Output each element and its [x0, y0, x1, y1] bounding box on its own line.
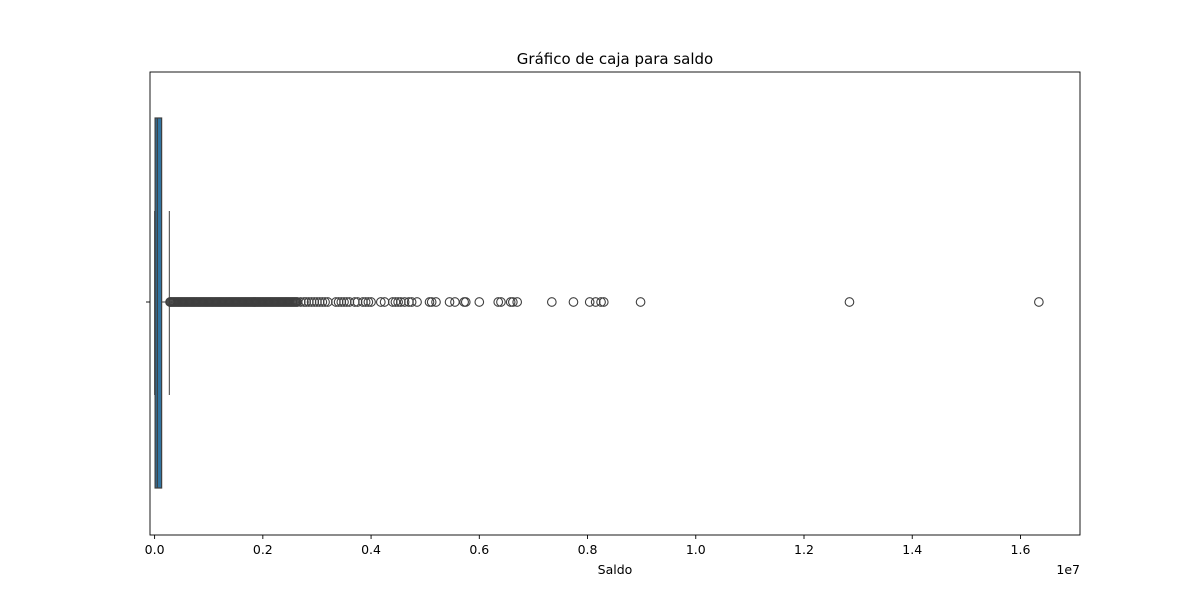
outlier-point: [584, 297, 595, 307]
outlier-point: [390, 297, 401, 307]
x-axis-offset-label: 1e7: [1056, 562, 1080, 577]
outlier-point: [596, 297, 606, 307]
outlier-point: [512, 297, 523, 307]
x-axis-label: Saldo: [598, 562, 633, 577]
outlier-point: [393, 297, 403, 307]
outlier-point: [444, 297, 455, 307]
outlier-point: [568, 297, 579, 307]
x-tick-label: 0.8: [578, 542, 598, 557]
outlier-point: [363, 297, 374, 307]
x-tick-label: 0.2: [253, 542, 273, 557]
outlier-point: [320, 297, 330, 307]
chart-title: Gráfico de caja para saldo: [517, 50, 713, 68]
outlier-point: [317, 297, 328, 307]
outlier-point: [412, 297, 422, 307]
plot-area: [149, 71, 1081, 536]
outlier-point: [406, 297, 417, 307]
outlier-point: [375, 297, 386, 307]
outlier-point: [426, 297, 437, 307]
outlier-point: [360, 297, 371, 307]
outlier-point: [1034, 297, 1044, 307]
outlier-point: [598, 297, 609, 307]
x-tick-label: 0.0: [145, 542, 165, 557]
outlier-point: [460, 297, 471, 307]
outlier-point: [339, 297, 349, 307]
outlier-point: [431, 297, 441, 307]
plot-frame: [149, 71, 1081, 536]
outlier-point: [493, 297, 504, 307]
x-tick-label: 0.6: [469, 542, 489, 557]
x-tick-label: 1.4: [902, 542, 922, 557]
outlier-point: [450, 297, 460, 307]
outlier-point: [635, 297, 646, 307]
x-tick-label: 0.4: [361, 542, 381, 557]
outlier-point: [496, 297, 506, 307]
x-axis: 0.0 0.2 0.4 0.6 0.8 1.0 1.2 1.4 1.6: [145, 301, 1031, 557]
outlier-point: [474, 297, 485, 307]
outlier-point: [366, 297, 376, 307]
x-tick-label: 1.2: [794, 542, 814, 557]
x-tick-label: 1.0: [686, 542, 706, 557]
outlier-point: [508, 297, 518, 307]
outlier-point: [546, 297, 557, 307]
x-tick-label: 1.6: [1011, 542, 1031, 557]
outlier-point: [844, 297, 855, 307]
box-iqr: [154, 117, 163, 489]
outlier-point: [399, 297, 410, 307]
